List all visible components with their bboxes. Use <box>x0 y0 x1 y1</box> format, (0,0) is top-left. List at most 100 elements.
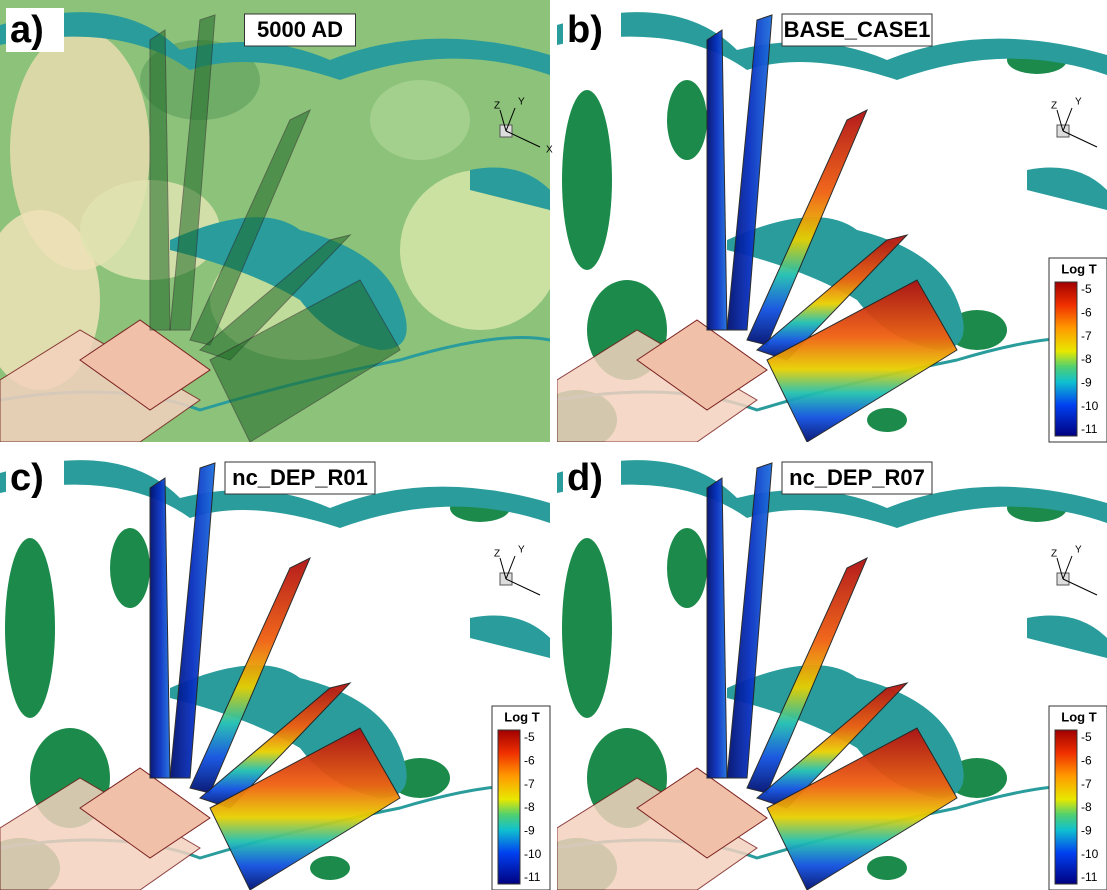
panel: a) 5000 AD Z Y X <box>0 0 553 442</box>
triad-axis <box>499 109 507 132</box>
panel: c) nc_DEP_R01 Z Y Log T -5 -6 -7 -8 -9 -10 -11 <box>0 448 551 890</box>
panel-map <box>0 0 550 442</box>
colorbar-tick: -9 <box>524 824 535 838</box>
section-plane <box>766 279 958 442</box>
triad-label: Y <box>1075 545 1082 556</box>
colorbar-tick: -9 <box>1081 376 1092 390</box>
colorbar-tick: -10 <box>1081 399 1099 413</box>
triad-label: Z <box>1051 549 1057 560</box>
colorbar-tick: -6 <box>1081 754 1092 768</box>
land-patch <box>5 538 55 718</box>
colorbar-tick: -9 <box>1081 824 1092 838</box>
triad-axis <box>1062 130 1098 148</box>
label-box <box>563 8 621 52</box>
land-patch <box>562 90 612 270</box>
section-plane <box>209 727 401 890</box>
section-plane <box>189 108 311 346</box>
colorbar-tick: -11 <box>1081 870 1098 884</box>
title-box <box>781 461 933 495</box>
land-patch <box>867 856 907 880</box>
block <box>636 319 768 411</box>
colorbar-tick: -7 <box>1081 329 1092 343</box>
label-box <box>563 456 621 500</box>
triad-label: Z <box>494 549 500 560</box>
panel-label: b) <box>567 9 603 51</box>
water <box>1027 167 1107 210</box>
panel-title: nc_DEP_R07 <box>789 465 925 490</box>
section-plane <box>169 462 216 779</box>
section-plane <box>149 29 171 331</box>
triad-axis <box>505 555 516 580</box>
land-patch <box>667 528 707 608</box>
terrain <box>400 170 550 330</box>
colorbar-tick: -6 <box>524 754 535 768</box>
panel-label: c) <box>10 457 44 499</box>
title-box <box>224 461 376 495</box>
label-box <box>6 8 64 52</box>
section-plane <box>706 477 728 779</box>
land-patch <box>867 408 907 432</box>
colorbar-tick: -10 <box>1081 847 1099 861</box>
section-plane <box>169 14 216 331</box>
triad-label: Y <box>518 97 525 108</box>
triad-axis <box>1056 109 1064 132</box>
section-plane <box>209 279 401 442</box>
triad-axis <box>505 130 541 148</box>
block <box>0 777 201 890</box>
triad-axis <box>1062 107 1073 132</box>
colorbar-tick: -6 <box>1081 306 1092 320</box>
colorbar-tick: -11 <box>524 870 541 884</box>
colorbar-tick: -11 <box>1081 422 1098 436</box>
block <box>557 777 758 890</box>
colorbar-title: Log T <box>1061 261 1096 276</box>
panel: b) BASE_CASE1 Z Y Log T -5 -6 -7 -8 -9 -10 -11 <box>557 0 1107 443</box>
triad-label: Z <box>1051 101 1057 112</box>
triad-label: Y <box>518 545 525 556</box>
panel-map <box>0 448 550 890</box>
panel-map <box>557 0 1107 442</box>
land-patch <box>667 80 707 160</box>
section-plane <box>726 462 773 779</box>
block <box>636 767 768 859</box>
panel-title: nc_DEP_R01 <box>232 465 368 490</box>
block <box>557 329 758 442</box>
colorbar <box>1054 729 1078 885</box>
colorbar-tick: -5 <box>1081 730 1092 744</box>
triad-axis <box>505 107 516 132</box>
triad-axis <box>1062 555 1073 580</box>
triad-axis <box>505 578 541 596</box>
triad-axis <box>499 557 507 580</box>
title-box <box>781 13 933 47</box>
triad-label: Z <box>494 101 500 112</box>
colorbar-tick: -8 <box>1081 800 1092 814</box>
colorbar <box>497 729 521 885</box>
title-box <box>244 13 356 47</box>
panel-title: 5000 AD <box>257 17 343 42</box>
terrain <box>370 80 470 160</box>
panel-title: BASE_CASE1 <box>784 17 931 42</box>
colorbar-tick: -8 <box>1081 352 1092 366</box>
section-plane <box>706 29 728 331</box>
colorbar-tick: -7 <box>524 777 535 791</box>
water <box>1027 615 1107 658</box>
land-patch <box>310 856 350 880</box>
label-box <box>6 456 64 500</box>
triad-axis <box>1056 557 1064 580</box>
block <box>0 329 201 442</box>
colorbar-tick: -10 <box>524 847 542 861</box>
section-plane <box>726 14 773 331</box>
land-patch <box>562 538 612 718</box>
triad-label: Y <box>1075 97 1082 108</box>
panel-map <box>557 448 1107 890</box>
colorbar-tick: -8 <box>524 800 535 814</box>
triad-axis <box>1062 578 1098 596</box>
section-plane <box>766 727 958 890</box>
colorbar-tick: -5 <box>1081 282 1092 296</box>
panel-label: d) <box>567 457 603 499</box>
section-plane <box>189 556 311 794</box>
colorbar-title: Log T <box>504 709 539 724</box>
colorbar-title: Log T <box>1061 709 1096 724</box>
block <box>79 319 211 411</box>
land-patch <box>110 528 150 608</box>
